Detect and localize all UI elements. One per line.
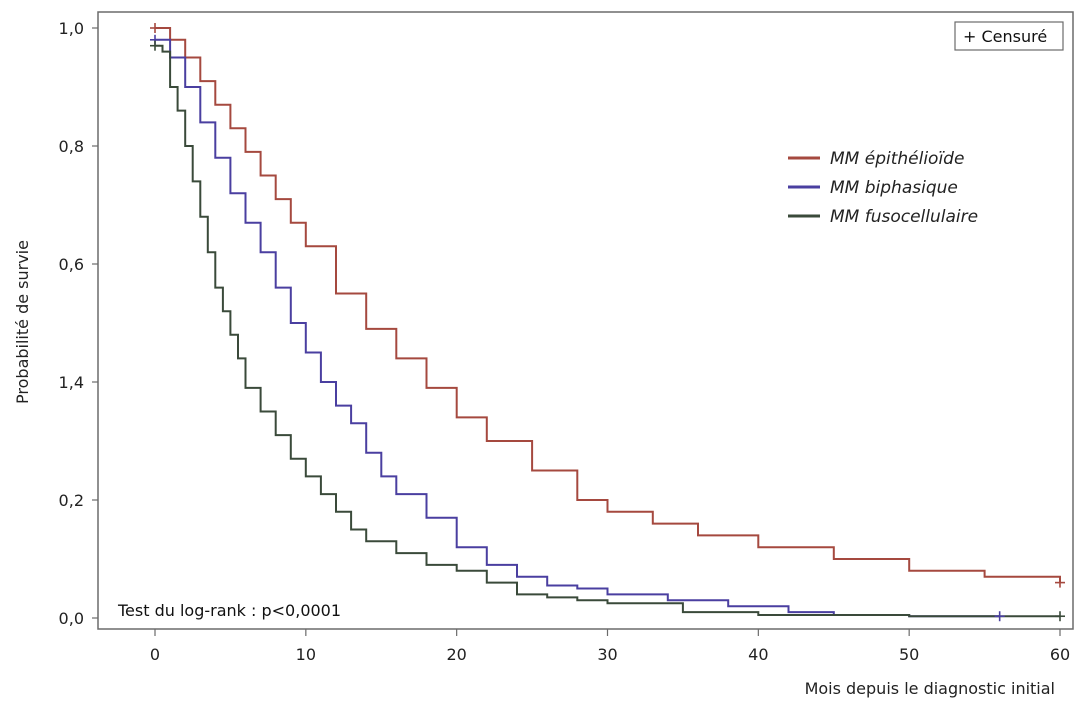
censor-legend-box xyxy=(954,21,1064,51)
censor-legend: + Censuré xyxy=(954,21,1064,51)
y-axis-title: Probabilité de survie xyxy=(13,240,32,404)
censor-mark xyxy=(1055,577,1065,588)
y-tick-label: 0,8 xyxy=(59,137,84,156)
x-tick-label: 50 xyxy=(899,645,919,664)
series-line-1 xyxy=(155,27,1061,583)
logrank-annotation: Test du log-rank : p<0,0001 xyxy=(117,601,341,620)
censor-mark xyxy=(150,40,160,51)
y-axis: 0,0 0,2 1,4 0,6 0,8 1,0 xyxy=(59,19,98,628)
x-axis: 0 10 20 30 40 50 60 xyxy=(150,629,1070,664)
series-line-2 xyxy=(155,38,1000,618)
legend-label: MM fusocellulaire xyxy=(830,207,978,227)
x-tick-label: 60 xyxy=(1050,645,1070,664)
x-axis-title: Mois depuis le diagnostic initial xyxy=(805,679,1055,698)
y-tick-label: 0,2 xyxy=(59,491,84,510)
x-tick-label: 20 xyxy=(446,645,466,664)
x-tick-label: 0 xyxy=(150,645,160,664)
y-tick-label: 1,4 xyxy=(59,373,84,392)
series-layer xyxy=(155,27,1061,618)
censor-mark xyxy=(1055,611,1065,622)
plot-frame xyxy=(97,11,1074,630)
x-tick-label: 10 xyxy=(296,645,316,664)
x-tick-label: 40 xyxy=(748,645,768,664)
x-tick-label: 30 xyxy=(597,645,617,664)
censor-markers xyxy=(150,23,1065,622)
legend-label: MM biphasique xyxy=(830,178,958,198)
censor-mark xyxy=(150,23,160,33)
series-line-3 xyxy=(155,44,1060,618)
legend: MM épithélioïde MM biphasique MM fusocellu… xyxy=(788,149,978,227)
legend-label: MM épithélioïde xyxy=(830,149,964,169)
censor-legend-label: + Censuré xyxy=(963,27,1047,46)
y-tick-label: 1,0 xyxy=(59,19,84,38)
censor-mark xyxy=(994,611,1005,622)
y-tick-label: 0,0 xyxy=(59,609,84,628)
y-tick-label: 0,6 xyxy=(59,255,84,274)
